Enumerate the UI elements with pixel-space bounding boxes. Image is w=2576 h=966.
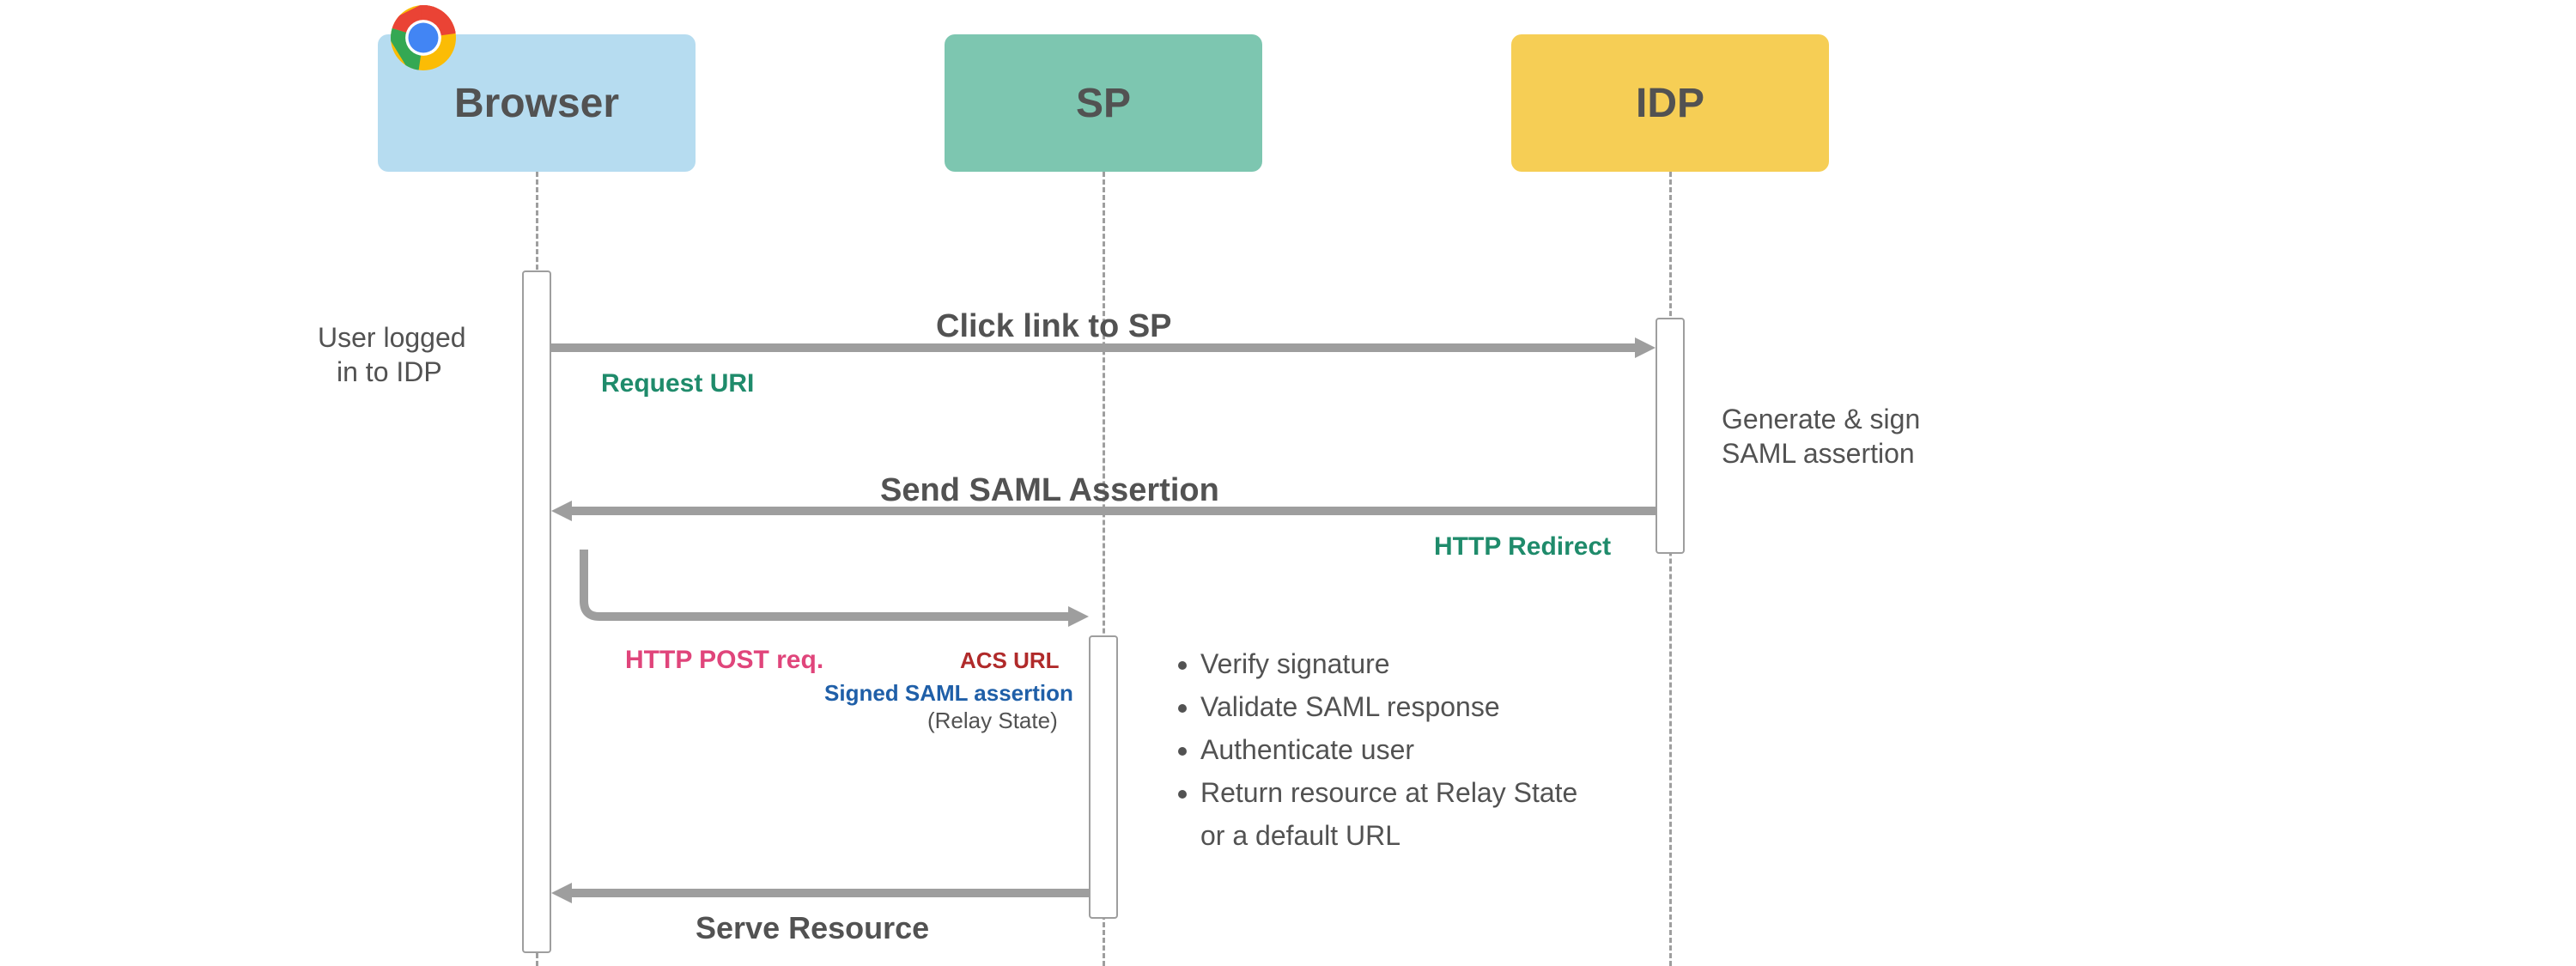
- arrow-http-post-head: [1068, 606, 1089, 627]
- participant-idp: IDP: [1511, 34, 1829, 172]
- label-request-uri: Request URI: [601, 369, 754, 398]
- activation-idp: [1656, 318, 1685, 554]
- participant-sp-label: SP: [1076, 80, 1131, 127]
- label-signed-assertion: Signed SAML assertion: [824, 680, 1073, 707]
- label-http-post: HTTP POST req.: [625, 646, 823, 675]
- arrow-serve-resource-head: [551, 883, 572, 903]
- participant-idp-label: IDP: [1636, 80, 1704, 127]
- activation-browser: [522, 270, 551, 953]
- arrow-send-assertion-head: [551, 501, 572, 521]
- label-click-link: Click link to SP: [936, 308, 1172, 345]
- arrow-click-link-head: [1635, 337, 1656, 358]
- lifeline-idp: [1669, 172, 1672, 966]
- label-user-logged-1: User logged: [318, 322, 466, 354]
- activation-sp: [1089, 635, 1118, 919]
- sp-bullet-item: Return resource at Relay State: [1200, 773, 1577, 812]
- arrow-serve-resource: [572, 889, 1089, 897]
- label-serve-resource: Serve Resource: [696, 910, 929, 946]
- arrow-http-post: [575, 541, 1097, 634]
- participant-sp: SP: [945, 34, 1262, 172]
- sp-processing-bullets: Verify signature Validate SAML response Au…: [1176, 644, 1577, 859]
- label-relay-state: (Relay State): [927, 708, 1058, 734]
- sequence-diagram-canvas: Browser SP IDP Click link to SP Request …: [0, 0, 2576, 966]
- label-send-assertion: Send SAML Assertion: [880, 472, 1219, 509]
- label-generate-sign-1: Generate & sign: [1722, 404, 1920, 435]
- label-acs-url: ACS URL: [960, 647, 1060, 674]
- sp-bullet-item: Verify signature: [1200, 644, 1577, 683]
- label-user-logged-2: in to IDP: [337, 356, 442, 388]
- sp-bullet-item: Authenticate user: [1200, 730, 1577, 769]
- sp-bullet-item: or a default URL: [1200, 816, 1577, 855]
- label-http-redirect: HTTP Redirect: [1434, 532, 1611, 562]
- participant-browser-label: Browser: [454, 80, 619, 127]
- sp-bullet-item: Validate SAML response: [1200, 687, 1577, 726]
- label-generate-sign-2: SAML assertion: [1722, 438, 1915, 470]
- chrome-icon: [391, 5, 456, 70]
